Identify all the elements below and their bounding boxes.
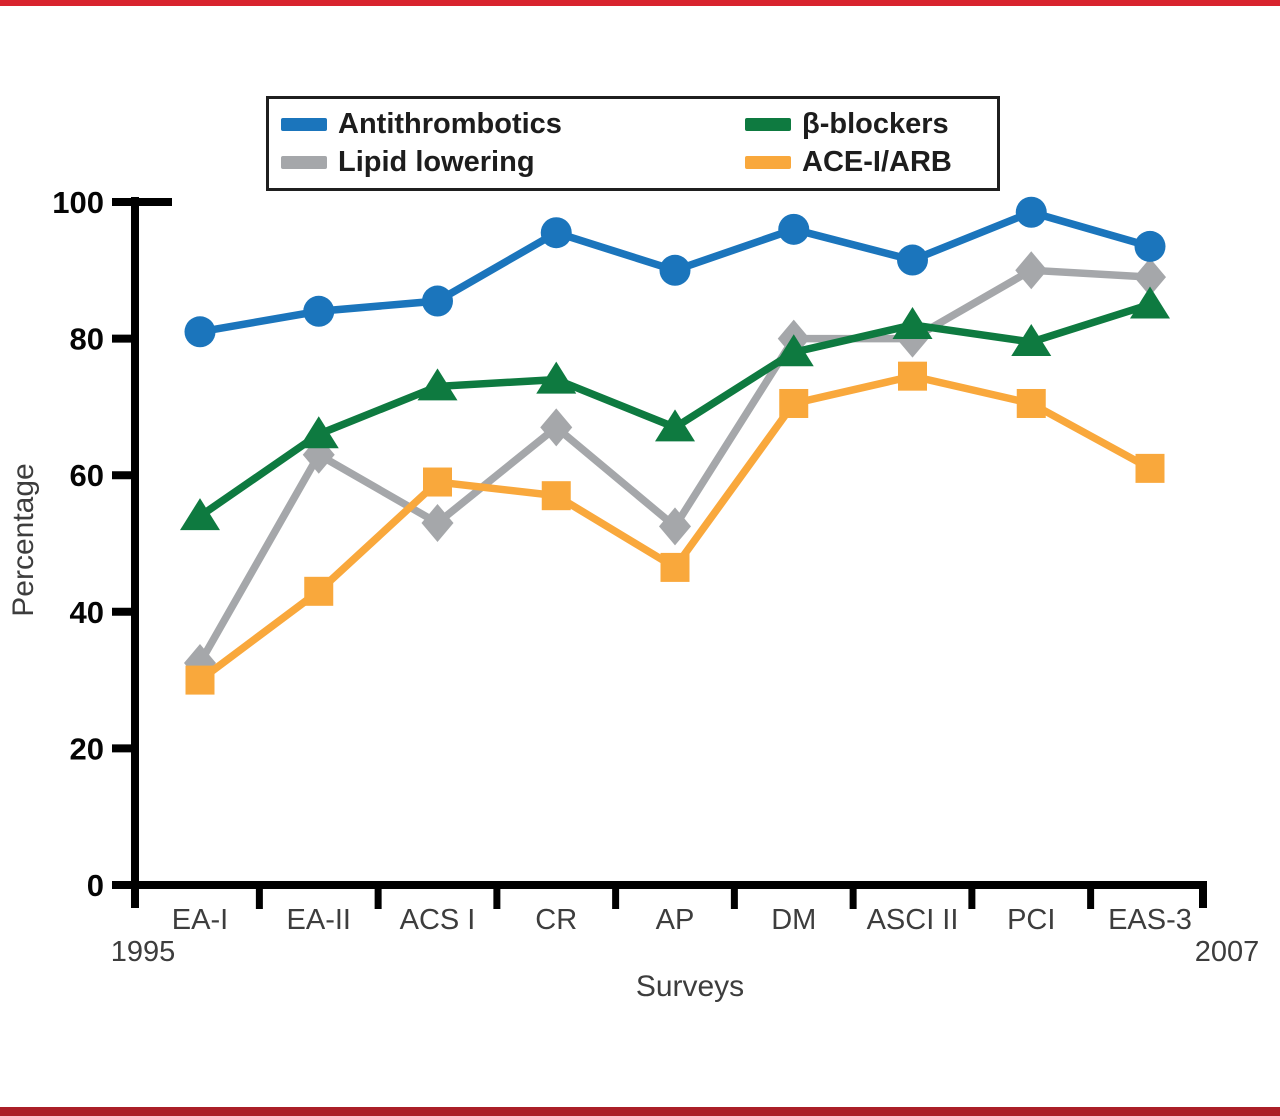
y-tick-label: 0 [87, 868, 104, 903]
data-point-marker [541, 481, 571, 511]
legend-label-ace-i-arb: ACE-I/ARB [802, 146, 952, 178]
y-tick-label: 60 [70, 458, 104, 493]
x-category-label: EA-II [287, 904, 351, 936]
page-top-red-border [0, 0, 1280, 6]
x-category-label: EAS-3 [1108, 904, 1192, 936]
data-point-marker [422, 285, 453, 317]
data-point-marker [1015, 251, 1048, 290]
plot-area: 0 20 40 60 80 100 EA-I EA-II ACS I CR AP DM ASCI II P… [52, 185, 1207, 936]
data-point-marker [897, 244, 928, 276]
data-point-marker [1015, 196, 1047, 228]
lipid-lowering-line-swatch-icon [281, 155, 327, 169]
y-tick-label: 80 [70, 322, 104, 357]
data-point-marker [773, 334, 814, 367]
series-line [196, 266, 1151, 665]
legend-item-lipid-lowering: Lipid lowering [281, 146, 535, 178]
y-axis-title: Percentage [7, 463, 40, 616]
data-point-marker [660, 552, 690, 582]
data-point-marker [540, 217, 572, 249]
data-point-marker [1130, 286, 1170, 319]
data-point-marker [417, 368, 458, 401]
data-point-marker [421, 504, 454, 543]
page-bottom-red-border [0, 1107, 1280, 1116]
y-tick-label: 40 [70, 595, 104, 630]
x-category-label: DM [771, 904, 816, 936]
legend-label-beta-blockers: β-blockers [802, 108, 949, 140]
y-tick-label: 20 [70, 731, 104, 766]
x-category-label: ACS I [400, 904, 476, 936]
data-point-marker [536, 361, 577, 394]
data-point-marker [655, 409, 695, 442]
x-category-label: PCI [1007, 904, 1055, 936]
data-point-marker [184, 316, 216, 348]
ace-i-arb-line-swatch-icon [745, 155, 791, 169]
data-point-marker [1016, 388, 1046, 418]
x-category-label: EA-I [172, 904, 228, 936]
x-category-label: CR [535, 904, 577, 936]
data-point-marker [1134, 258, 1166, 297]
data-point-marker [898, 361, 927, 391]
legend-item-antithrombotics: Antithrombotics [281, 108, 562, 140]
data-point-marker [540, 408, 573, 447]
data-point-marker [659, 254, 691, 286]
antithrombotics-line-swatch-icon [281, 117, 327, 131]
x-category-label: AP [656, 904, 695, 936]
data-point-marker [1011, 324, 1052, 357]
x-axis-year-left: 1995 [111, 936, 176, 968]
data-point-marker [778, 213, 810, 245]
data-point-marker [779, 388, 809, 418]
data-point-marker [1135, 453, 1165, 483]
y-tick-label: 100 [52, 185, 104, 220]
data-point-marker [892, 306, 933, 339]
x-category-label: ASCI II [867, 904, 959, 936]
data-point-marker [304, 576, 334, 606]
data-point-marker [185, 665, 215, 695]
x-axis-title: Surveys [636, 970, 744, 1003]
beta-blockers-line-swatch-icon [745, 117, 791, 131]
legend-label-antithrombotics: Antithrombotics [338, 108, 562, 140]
legend-label-lipid-lowering: Lipid lowering [338, 146, 535, 178]
x-axis-year-right: 2007 [1195, 936, 1260, 968]
data-point-marker [298, 416, 339, 449]
data-point-marker [1134, 230, 1166, 262]
legend-item-beta-blockers: β-blockers [745, 108, 949, 140]
legend-box: Antithrombotics Lipid lowering β-blocker… [266, 96, 1000, 191]
legend-item-ace-i-arb: ACE-I/ARB [745, 146, 952, 178]
data-point-marker [180, 498, 220, 531]
data-point-marker [423, 467, 452, 497]
data-point-marker [659, 507, 691, 546]
data-point-marker [303, 295, 335, 327]
